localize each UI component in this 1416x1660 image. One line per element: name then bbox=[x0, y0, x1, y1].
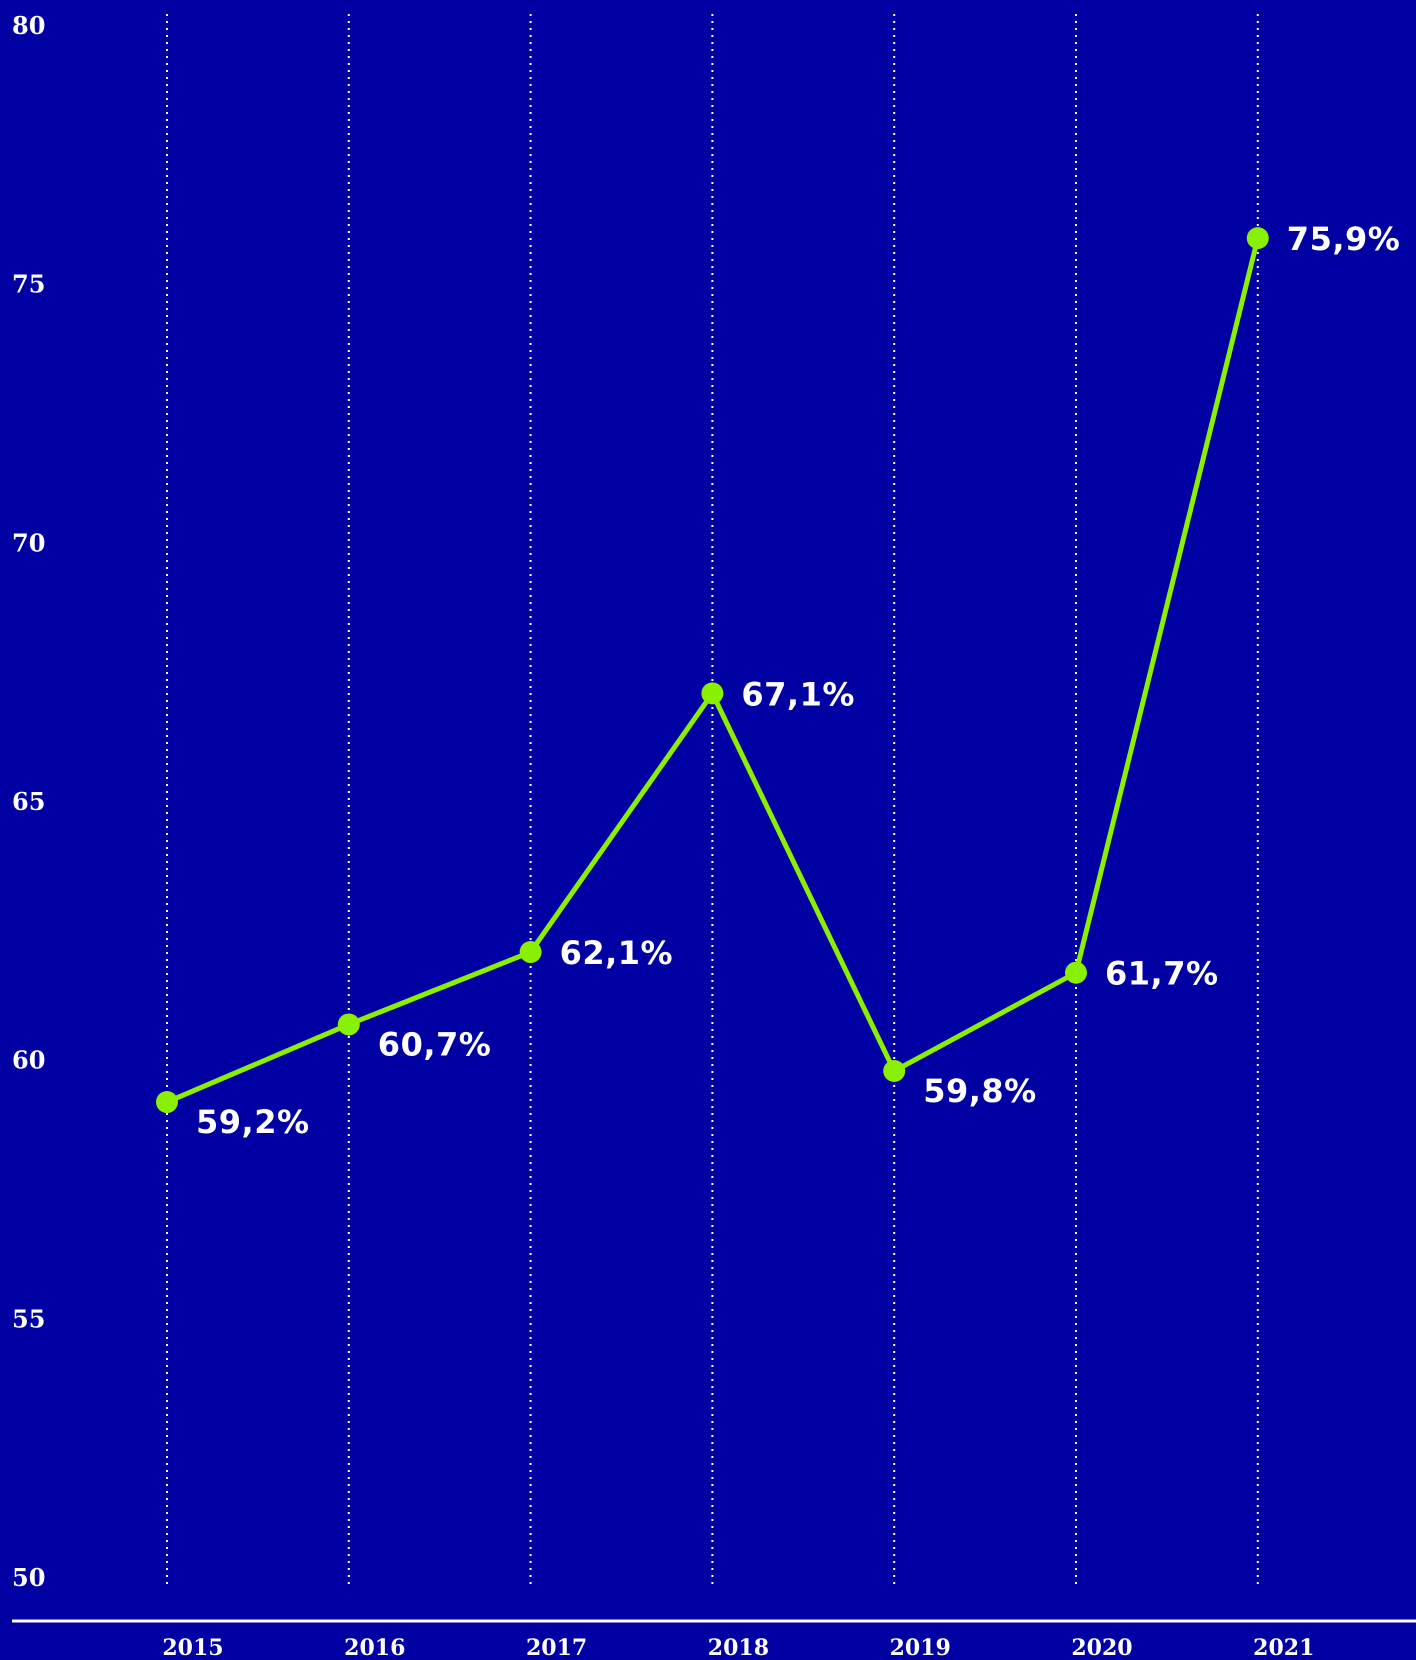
data-label-2016: 60,7% bbox=[378, 1025, 492, 1063]
data-label-2018: 67,1% bbox=[741, 675, 855, 713]
data-point-2015 bbox=[156, 1091, 178, 1114]
data-point-2020 bbox=[1065, 961, 1087, 984]
data-label-2015: 59,2% bbox=[196, 1103, 310, 1141]
data-point-2016 bbox=[337, 1013, 360, 1036]
data-label-2017: 62,1% bbox=[560, 934, 674, 972]
data-label-2020: 61,7% bbox=[1105, 955, 1219, 993]
data-point-2017 bbox=[519, 941, 542, 964]
data-labels: 59,2% 60,7% 62,1% 67,1% 59,8% 61,7% 75,9% bbox=[196, 220, 1400, 1141]
y-tick-label-55: 55 bbox=[12, 1304, 45, 1333]
y-tick-label-60: 60 bbox=[12, 1046, 45, 1075]
x-tick-label-2018: 2018 bbox=[708, 1635, 769, 1660]
data-points bbox=[156, 227, 1269, 1114]
x-tick-label-2017: 2017 bbox=[526, 1635, 587, 1660]
x-tick-label-2021: 2021 bbox=[1253, 1635, 1314, 1660]
y-tick-label-70: 70 bbox=[12, 528, 45, 557]
y-axis-ticks: 80 75 70 65 60 55 50 bbox=[12, 11, 45, 1592]
x-tick-label-2020: 2020 bbox=[1071, 1635, 1132, 1660]
data-point-2018 bbox=[701, 682, 724, 705]
y-tick-label-80: 80 bbox=[12, 11, 45, 40]
x-tick-label-2015: 2015 bbox=[162, 1635, 223, 1660]
x-tick-label-2016: 2016 bbox=[344, 1635, 405, 1660]
x-axis-ticks: 2015 2016 2017 2018 2019 2020 2021 bbox=[162, 1635, 1314, 1660]
y-tick-label-50: 50 bbox=[12, 1563, 45, 1592]
vertical-gridlines bbox=[166, 14, 1259, 1585]
y-tick-label-75: 75 bbox=[12, 270, 45, 299]
data-point-2019 bbox=[883, 1060, 906, 1083]
x-tick-label-2019: 2019 bbox=[890, 1635, 951, 1660]
y-tick-label-65: 65 bbox=[12, 787, 45, 816]
data-label-2021: 75,9% bbox=[1287, 220, 1401, 258]
data-label-2019: 59,8% bbox=[923, 1072, 1037, 1110]
data-point-2021 bbox=[1246, 227, 1269, 250]
